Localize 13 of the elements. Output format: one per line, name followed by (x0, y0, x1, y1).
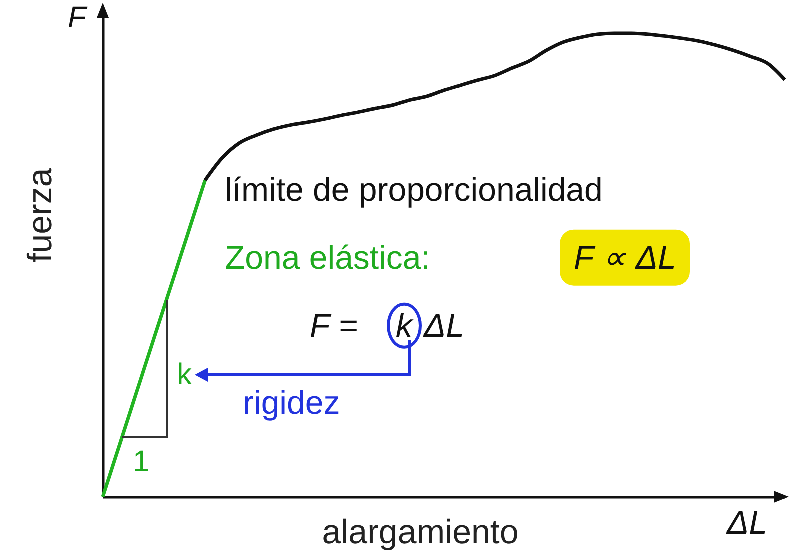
annotation: ΔL (424, 306, 464, 344)
annotation: límite de proporcionalidad (225, 170, 603, 208)
annotation: 1 (133, 446, 150, 478)
annotation: k (387, 302, 422, 350)
annotation: F ∝ ΔL (560, 230, 690, 286)
annotation: rigidez (243, 384, 340, 422)
text: ΔL (727, 504, 768, 542)
annotation: F = (310, 306, 358, 344)
text: F (68, 2, 86, 34)
annotation: k (177, 358, 192, 392)
y-axis-title: fuerza (22, 168, 60, 263)
annotation: Zona elástica: (225, 238, 430, 276)
x-axis-title: alargamiento (322, 514, 519, 552)
